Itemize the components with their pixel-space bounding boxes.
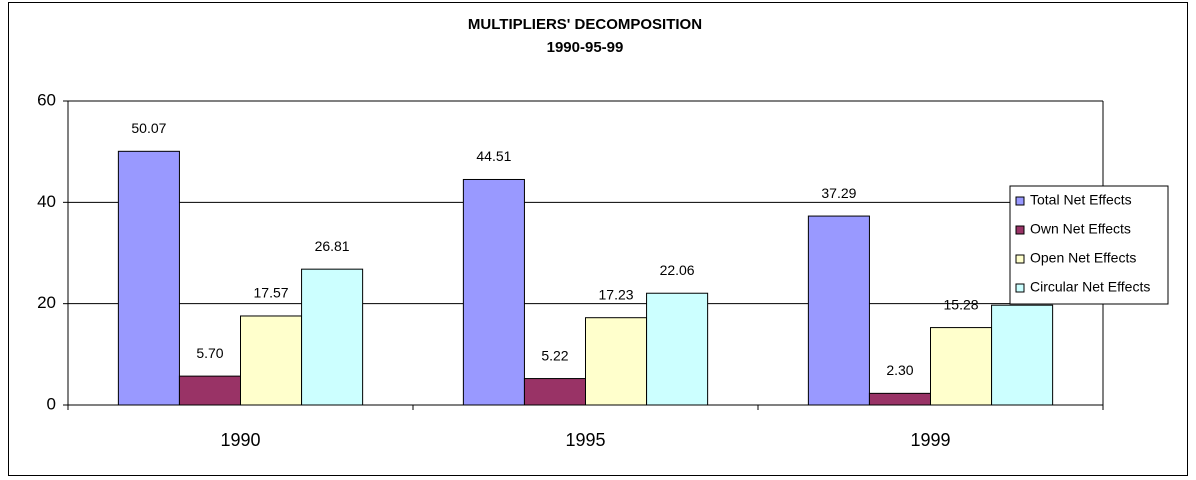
bar (301, 268, 364, 406)
bar (930, 327, 993, 406)
value-label: 2.30 (886, 362, 913, 378)
y-tick-label: 60 (37, 90, 56, 109)
y-tick-label: 0 (47, 394, 56, 413)
legend-swatch (1015, 196, 1025, 206)
legend-label: Circular Net Effects (1030, 279, 1150, 295)
value-label: 15.28 (944, 296, 979, 312)
bar (178, 375, 241, 406)
legend-label: Own Net Effects (1030, 221, 1131, 237)
legend-swatch (1015, 225, 1025, 235)
value-label: 5.70 (196, 345, 223, 361)
bar (868, 392, 931, 406)
chart-title: MULTIPLIERS' DECOMPOSITION (468, 16, 702, 33)
value-label: 37.29 (821, 185, 856, 201)
value-label: 17.23 (599, 286, 634, 302)
chart-subtitle: 1990-95-99 (547, 39, 624, 56)
value-label: 22.06 (660, 262, 695, 278)
bar (991, 304, 1054, 406)
value-label: 17.57 (254, 285, 289, 301)
bar (585, 317, 648, 406)
value-label: 44.51 (476, 148, 511, 164)
legend-label: Total Net Effects (1030, 192, 1132, 208)
value-label: 50.07 (131, 120, 166, 136)
bar (807, 215, 870, 406)
bar (117, 150, 180, 406)
x-tick-label: 1999 (910, 430, 950, 450)
bar (523, 378, 586, 406)
value-label: 5.22 (541, 347, 568, 363)
value-label: 26.81 (315, 238, 350, 254)
y-tick-label: 40 (37, 192, 56, 211)
x-tick-label: 1990 (220, 430, 260, 450)
legend-label: Open Net Effects (1030, 250, 1136, 266)
legend-swatch (1015, 254, 1025, 264)
y-tick-label: 20 (37, 293, 56, 312)
legend-box (1009, 185, 1169, 305)
x-tick-label: 1995 (565, 430, 605, 450)
bar (462, 178, 525, 406)
bar (646, 292, 709, 406)
bar (240, 315, 303, 406)
legend-swatch (1015, 283, 1025, 293)
